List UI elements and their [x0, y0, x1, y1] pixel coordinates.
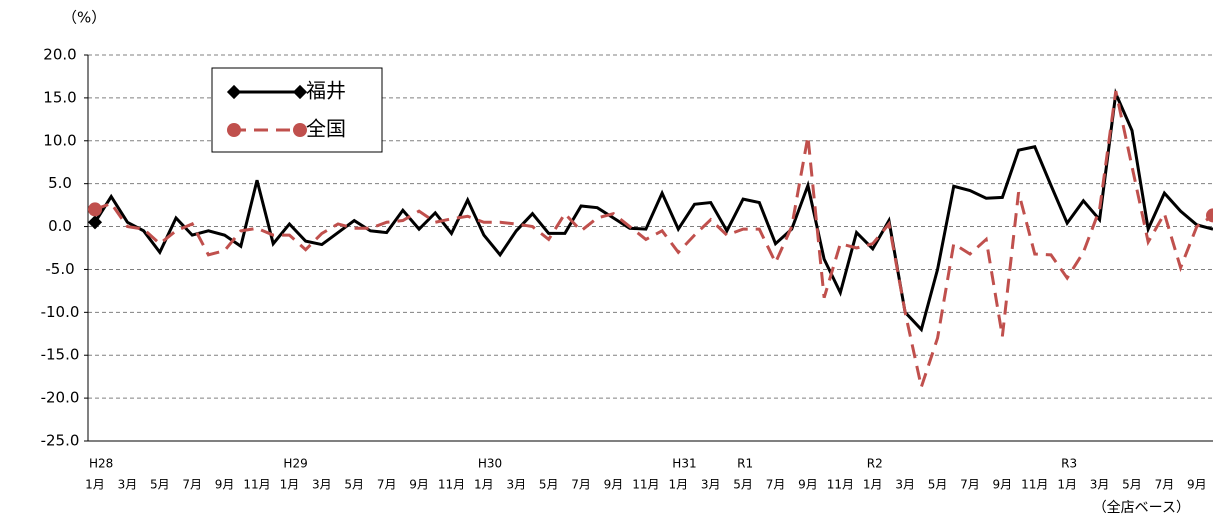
x-tick-label: 9月	[215, 478, 235, 492]
x-tick-label: 7月	[766, 478, 786, 492]
y-tick-label: -15.0	[41, 346, 80, 364]
y-tick-label: 15.0	[43, 88, 76, 106]
x-tick-label: 9月	[993, 478, 1013, 492]
y-tick-label: 20.0	[43, 46, 76, 64]
y-tick-label: 0.0	[48, 217, 72, 235]
era-label: H28	[89, 457, 113, 471]
legend-marker	[292, 84, 308, 100]
x-tick-label: 11月	[827, 478, 854, 492]
legend-label: 全国	[306, 117, 346, 141]
x-tick-label: 3月	[895, 478, 915, 492]
y-tick-label: 10.0	[43, 131, 76, 149]
x-tick-label: 9月	[798, 478, 818, 492]
x-tick-label: 11月	[243, 478, 270, 492]
x-tick-label: 9月	[604, 478, 624, 492]
unit-label: （%）	[62, 9, 106, 27]
legend-marker	[293, 123, 307, 137]
x-tick-label: 7月	[182, 478, 202, 492]
x-tick-label: 7月	[571, 478, 591, 492]
x-tick-label: 3月	[701, 478, 721, 492]
x-tick-label: 5月	[539, 478, 559, 492]
x-tick-label: 3月	[506, 478, 526, 492]
x-tick-label: 9月	[409, 478, 429, 492]
x-tick-label: 7月	[377, 478, 397, 492]
era-label: R2	[867, 457, 883, 471]
y-tick-label: 5.0	[48, 174, 72, 192]
x-tick-label: 3月	[312, 478, 332, 492]
x-tick-label: 5月	[1122, 478, 1142, 492]
x-tick-label: 3月	[1090, 478, 1110, 492]
era-label: R3	[1061, 457, 1077, 471]
x-tick-label: 5月	[928, 478, 948, 492]
x-tick-label: 11月	[632, 478, 659, 492]
line-series	[94, 90, 1213, 393]
x-tick-label: 1月	[85, 478, 105, 492]
point-marker	[87, 215, 103, 230]
x-tick-label: 1月	[1057, 478, 1077, 492]
x-tick-label: 5月	[150, 478, 170, 492]
x-tick-label: 1月	[280, 478, 300, 492]
y-tick-label: -25.0	[41, 432, 80, 450]
x-tick-label: 1月	[863, 478, 883, 492]
legend-label: 福井	[306, 79, 346, 103]
legend-box	[211, 67, 383, 153]
note: （全店ベース）	[1093, 499, 1190, 516]
x-tick-label: 1月	[474, 478, 494, 492]
era-label: H31	[672, 457, 696, 471]
era-label: H30	[478, 457, 502, 471]
x-tick-label: 11月	[438, 478, 465, 492]
x-tick-label: 1月	[668, 478, 688, 492]
y-tick-label: -5.0	[45, 260, 74, 278]
y-tick-label: -10.0	[41, 303, 80, 321]
y-tick-label: -20.0	[41, 389, 80, 407]
x-tick-label: 7月	[1155, 478, 1175, 492]
era-label: R1	[737, 457, 753, 471]
x-tick-label: 9月	[1187, 478, 1207, 492]
point-marker	[88, 202, 102, 217]
line-series	[93, 88, 1213, 333]
x-tick-label: 11月	[1021, 478, 1048, 492]
legend-marker	[227, 123, 241, 137]
era-label: H29	[283, 457, 307, 471]
x-tick-label: 5月	[344, 478, 364, 492]
x-tick-label: 3月	[118, 478, 138, 492]
x-tick-label: 5月	[733, 478, 753, 492]
x-tick-label: 7月	[960, 478, 980, 492]
point-marker	[1206, 208, 1213, 223]
